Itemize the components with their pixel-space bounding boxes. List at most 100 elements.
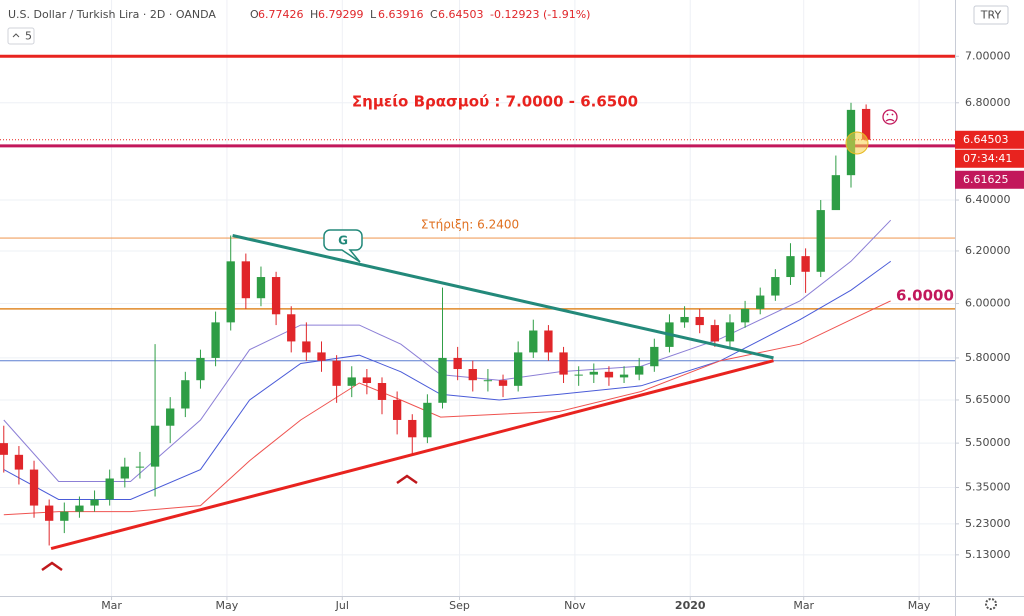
indicator-line bbox=[3, 260, 891, 500]
candle-body bbox=[135, 466, 145, 468]
candle-body bbox=[377, 383, 387, 400]
annotation: 6.0000 bbox=[896, 287, 954, 305]
candle-body bbox=[513, 352, 523, 386]
price-label: 6.64503 bbox=[963, 133, 1009, 146]
candle-body bbox=[604, 371, 614, 378]
candle-body bbox=[468, 369, 477, 381]
settings-icon[interactable] bbox=[985, 598, 997, 610]
candle-body bbox=[498, 380, 508, 386]
candle-body bbox=[453, 357, 462, 370]
candle-body bbox=[226, 261, 235, 323]
price-label: 6.61625 bbox=[963, 173, 1009, 186]
candle-body bbox=[241, 261, 251, 299]
candle-body bbox=[529, 330, 538, 353]
x-tick-label: Sep bbox=[449, 599, 470, 612]
candle-body bbox=[332, 360, 341, 386]
annotation: Στήριξη: 6.2400 bbox=[421, 218, 519, 232]
candle-body bbox=[150, 425, 160, 467]
candle-body bbox=[166, 408, 175, 426]
candle-body bbox=[60, 511, 69, 521]
x-tick-label: May bbox=[216, 599, 239, 612]
candle-body bbox=[801, 256, 810, 272]
x-tick-label: Jul bbox=[335, 599, 349, 612]
ohlc-letter: L bbox=[370, 8, 377, 21]
candle-body bbox=[483, 380, 493, 382]
sad-face-mouth bbox=[885, 118, 895, 122]
x-tick-label: May bbox=[908, 599, 931, 612]
currency-label: TRY bbox=[980, 9, 1002, 22]
symbol-title: U.S. Dollar / Turkish Lira · 2D · OANDA bbox=[8, 8, 216, 21]
ohlc-value: 6.77426 bbox=[258, 8, 304, 21]
candle-body bbox=[740, 308, 750, 323]
candle-body bbox=[271, 277, 281, 315]
candle-body bbox=[196, 357, 205, 381]
plot-layer bbox=[0, 0, 955, 596]
candle-body bbox=[287, 314, 296, 342]
candle-body bbox=[756, 295, 765, 309]
y-tick-label: 5.23000 bbox=[965, 517, 1011, 530]
caret-marker bbox=[396, 474, 418, 485]
sad-face bbox=[882, 109, 898, 125]
y-tick-label: 7.00000 bbox=[965, 49, 1011, 62]
candle-body bbox=[362, 377, 372, 384]
y-tick-label: 5.35000 bbox=[965, 480, 1011, 493]
currency-box[interactable] bbox=[973, 5, 1009, 25]
indicator-line bbox=[3, 300, 891, 516]
y-tick-label: 5.65000 bbox=[965, 393, 1011, 406]
x-tick-label: Nov bbox=[564, 599, 586, 612]
annotation: Σημείο Βρασμού : 7.0000 - 6.6500 bbox=[352, 93, 638, 111]
interval-label: 5 bbox=[25, 30, 32, 43]
callout-label: G bbox=[338, 234, 348, 248]
candle-body bbox=[256, 277, 266, 299]
candle-body bbox=[816, 210, 825, 272]
ohlc-values: O 6.77426 H 6.79299 L 6.63916 C 6.64503 -0.12923… bbox=[250, 8, 590, 21]
candle-body bbox=[423, 402, 432, 438]
interval-button[interactable] bbox=[7, 27, 35, 45]
x-tick-label: Mar bbox=[793, 599, 814, 612]
candle-body bbox=[710, 325, 719, 342]
candle-body bbox=[650, 346, 659, 367]
y-tick-label: 6.80000 bbox=[965, 96, 1011, 109]
candle-body bbox=[392, 399, 402, 420]
ohlc-value: 6.79299 bbox=[318, 8, 364, 21]
candle-body bbox=[90, 499, 99, 506]
candle-body bbox=[105, 478, 114, 500]
candle-body bbox=[695, 316, 704, 326]
countdown-box bbox=[955, 149, 1024, 168]
candle-body bbox=[771, 277, 780, 296]
sad-face-eye bbox=[891, 113, 894, 116]
candle-body bbox=[438, 357, 447, 403]
candle-body bbox=[29, 469, 39, 506]
y-tick-label: 5.13000 bbox=[965, 548, 1011, 561]
trend-line bbox=[50, 359, 774, 551]
candle-body bbox=[0, 443, 8, 455]
y-tick-label: 5.50000 bbox=[965, 436, 1011, 449]
y-tick-label: 5.80000 bbox=[965, 351, 1011, 364]
candle-body bbox=[211, 322, 220, 358]
ohlc-letter: H bbox=[310, 8, 318, 21]
sad-face-eye bbox=[886, 113, 889, 116]
candle-body bbox=[544, 330, 553, 353]
candle-body bbox=[317, 352, 326, 361]
highlight-circle bbox=[845, 131, 869, 155]
candle-body bbox=[45, 505, 54, 521]
ohlc-value: 6.64503 bbox=[438, 8, 484, 21]
price-label-box bbox=[955, 170, 1024, 189]
price-label-box bbox=[955, 130, 1024, 149]
candle-body bbox=[347, 377, 356, 386]
trend-line bbox=[232, 234, 774, 360]
indicator-line bbox=[3, 219, 892, 482]
candle-body bbox=[181, 380, 190, 409]
ohlc-letter: C bbox=[430, 8, 438, 21]
candle-body bbox=[725, 322, 735, 342]
candle-body bbox=[14, 454, 24, 470]
ohlc-value: 6.63916 bbox=[378, 8, 424, 21]
candle-body bbox=[302, 341, 311, 353]
gear[interactable] bbox=[985, 598, 997, 610]
candle-body bbox=[574, 374, 583, 376]
candle-body bbox=[559, 352, 568, 375]
candle-body bbox=[120, 466, 129, 479]
candle-body bbox=[831, 175, 841, 211]
y-tick-label: 6.00000 bbox=[965, 297, 1011, 310]
